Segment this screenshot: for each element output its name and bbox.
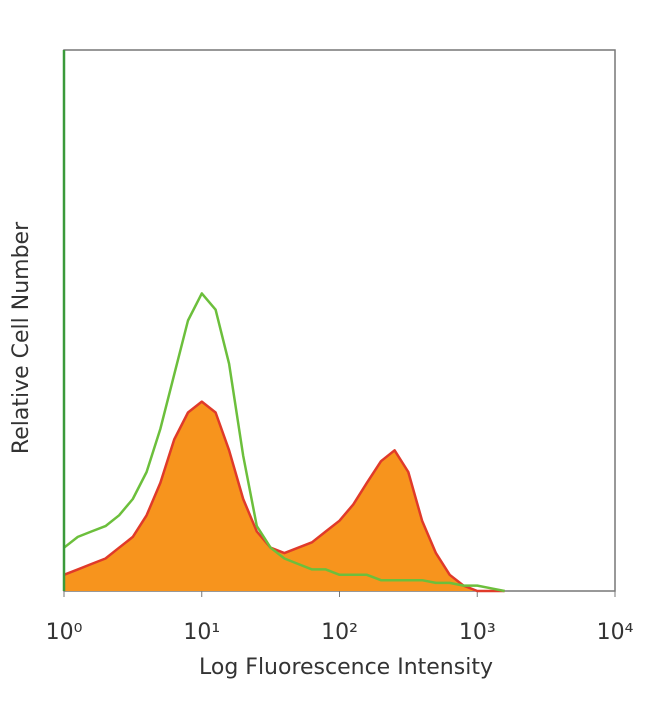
x-tick-label: 10³ — [459, 620, 496, 645]
x-tick-label: 10⁴ — [597, 620, 634, 645]
histogram-area — [64, 401, 505, 591]
x-tick-label: 10¹ — [183, 620, 220, 645]
y-axis-label: Relative Cell Number — [9, 221, 34, 454]
histogram-line — [63, 292, 505, 593]
plot-frame — [63, 49, 616, 592]
x-axis-label: Log Fluorescence Intensity — [199, 655, 493, 680]
histogram-line — [63, 400, 505, 593]
x-tick-label: 10² — [321, 620, 358, 645]
x-tick-label: 10⁰ — [46, 620, 83, 645]
